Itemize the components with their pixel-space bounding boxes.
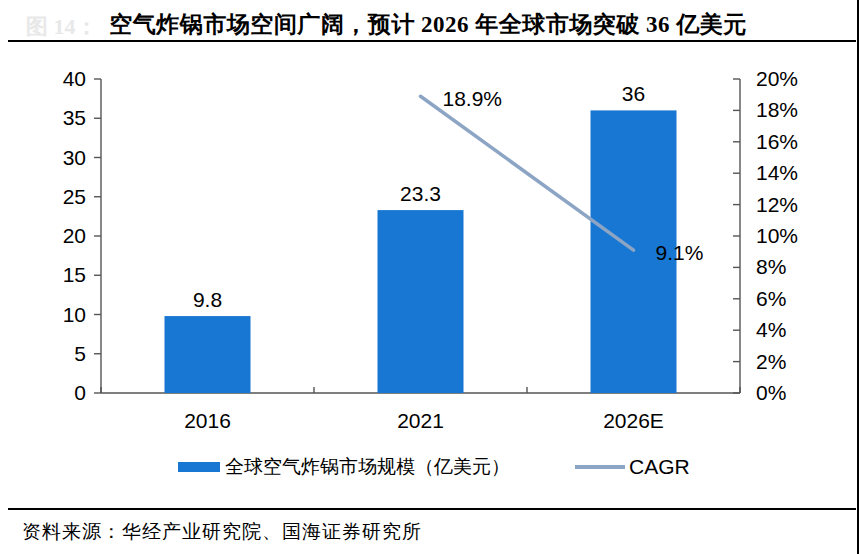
- right-axis-tick-label: 0%: [756, 381, 786, 404]
- chart-legend: 全球空气炸锅市场规模（亿美元） CAGR: [0, 455, 866, 479]
- bar-2016: [165, 316, 251, 393]
- left-axis-tick-label: 40: [63, 67, 86, 90]
- left-axis-tick-label: 30: [63, 146, 86, 169]
- bar-value-label: 9.8: [193, 288, 222, 311]
- right-axis-tick-label: 20%: [756, 67, 798, 90]
- line-series-swatch-icon: [575, 465, 625, 469]
- bar-value-label: 23.3: [400, 182, 441, 205]
- right-axis-tick-label: 2%: [756, 350, 786, 373]
- chart-canvas: 0 5 10 15 20 25 30 35 40 0% 2% 4% 6% 8% 10% 12% 14% 16% 18…: [0, 0, 866, 448]
- left-axis-tick-label: 0: [74, 381, 86, 404]
- left-axis-tick-label: 25: [63, 185, 86, 208]
- legend-item-bar-series: 全球空气炸锅市场规模（亿美元）: [178, 455, 510, 479]
- bar-value-label: 36: [622, 82, 645, 105]
- left-axis-tick-label: 15: [63, 263, 86, 286]
- cagr-point-label: 9.1%: [656, 241, 704, 264]
- bar-series-swatch-icon: [178, 462, 220, 472]
- right-axis-tick-label: 16%: [756, 130, 798, 153]
- right-axis-tick-label: 4%: [756, 318, 786, 341]
- right-axis-tick-label: 14%: [756, 161, 798, 184]
- cagr-point-label: 18.9%: [443, 87, 503, 110]
- left-axis-tick-label: 5: [74, 342, 86, 365]
- right-axis-tick-label: 10%: [756, 224, 798, 247]
- legend-bar-label: 全球空气炸锅市场规模（亿美元）: [225, 454, 510, 480]
- source-note: 资料来源：华经产业研究院、国海证券研究所: [22, 519, 422, 545]
- right-axis-tick-label: 12%: [756, 193, 798, 216]
- left-axis-tick-label: 20: [63, 224, 86, 247]
- x-axis-category-label: 2021: [397, 409, 444, 432]
- right-axis-tick-label: 6%: [756, 287, 786, 310]
- report-chart-page: 图 14： 空气炸锅市场空间广阔，预计 2026 年全球市场突破 36 亿美元 …: [0, 0, 866, 554]
- bar-2021: [378, 210, 464, 393]
- footer-divider: [8, 508, 856, 510]
- legend-line-label: CAGR: [629, 455, 690, 479]
- x-axis-category-label: 2016: [184, 409, 231, 432]
- right-axis-tick-label: 18%: [756, 98, 798, 121]
- x-axis-category-label: 2026E: [603, 409, 664, 432]
- left-axis-tick-label: 10: [63, 303, 86, 326]
- legend-item-line-series: CAGR: [575, 455, 690, 479]
- left-axis-tick-label: 35: [63, 106, 86, 129]
- right-axis-tick-label: 8%: [756, 255, 786, 278]
